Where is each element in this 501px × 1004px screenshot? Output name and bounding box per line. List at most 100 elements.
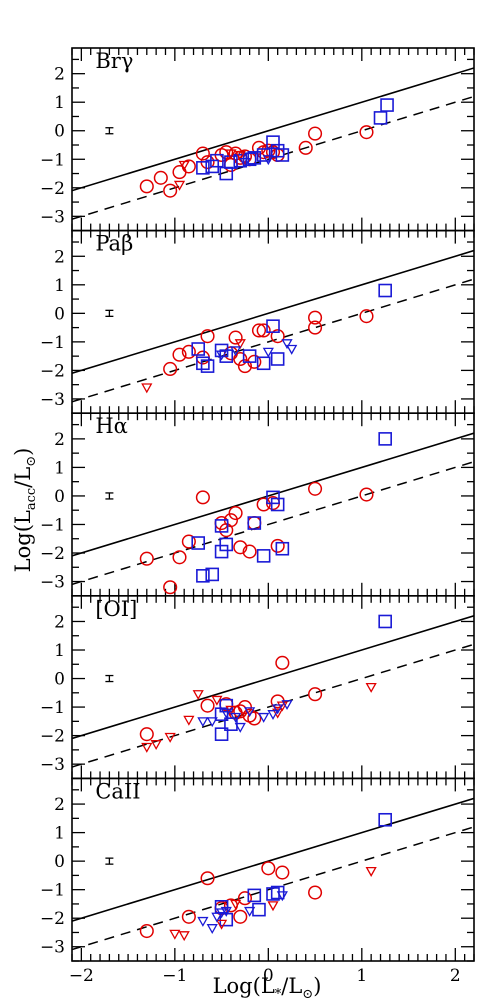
square-point xyxy=(224,155,238,169)
y-tick-label: −2 xyxy=(40,909,65,929)
upper-limit-blue-point xyxy=(211,912,223,923)
y-tick-label: 2 xyxy=(54,795,65,815)
upper-limit-red-point xyxy=(234,339,246,350)
upper-limit-red-point xyxy=(150,740,162,750)
y-tick-label: −1 xyxy=(40,150,65,170)
circle-point xyxy=(139,923,154,939)
circle-point xyxy=(200,871,215,886)
upper-limit-blue-point xyxy=(281,339,293,350)
upper-limit-blue-point xyxy=(267,710,279,721)
y-tick-label: 1 xyxy=(54,458,65,478)
upper-limit-red-point xyxy=(178,931,190,942)
square-point xyxy=(270,497,285,512)
upper-limit-blue-point xyxy=(258,712,270,723)
circle-point xyxy=(163,580,178,595)
upper-limit-blue-point xyxy=(220,708,232,719)
upper-limit-red-point xyxy=(211,695,223,706)
upper-limit-red-point xyxy=(365,866,377,877)
circle-point xyxy=(181,534,196,549)
circle-point xyxy=(139,551,154,566)
x-axis-title: Log(L*/L⊙) xyxy=(213,974,322,1002)
circle-point xyxy=(270,538,285,553)
relation-lines xyxy=(72,615,474,768)
y-tick-label: 0 xyxy=(54,304,65,324)
typical-error-bar xyxy=(105,309,114,317)
data-points xyxy=(139,614,392,753)
circle-point xyxy=(247,515,262,531)
upper-limit-blue-point xyxy=(229,712,242,723)
upper-limit-red-point xyxy=(178,160,190,171)
upper-limit-blue-point xyxy=(244,906,256,917)
circle-point xyxy=(298,140,313,155)
panel-frame xyxy=(71,777,475,962)
y-axis-title: Log(Lacc/L⊙) xyxy=(11,448,39,573)
upper-limit-red-point xyxy=(173,180,186,191)
upper-limit-blue-point xyxy=(206,924,218,935)
circle-point xyxy=(195,146,210,161)
y-tick-label: −3 xyxy=(40,573,65,593)
square-point xyxy=(252,902,266,917)
square-point xyxy=(196,356,210,371)
square-point xyxy=(196,569,210,583)
x-tick-label: −1 xyxy=(162,966,187,986)
upper-limit-red-point xyxy=(141,383,153,394)
circle-point xyxy=(247,711,262,726)
square-point xyxy=(214,544,229,559)
upper-limit-red-point xyxy=(225,149,237,160)
panel-title: Brγ xyxy=(95,49,133,73)
y-tick-label: −1 xyxy=(40,515,65,535)
upper-limit-red-point xyxy=(229,899,242,910)
panel-title: [OI] xyxy=(95,597,137,621)
circle-point xyxy=(308,320,323,335)
square-point xyxy=(266,490,280,505)
x-tick-label: −2 xyxy=(69,966,94,986)
typical-error-bar xyxy=(105,127,114,135)
circle-point xyxy=(308,885,323,900)
y-tick-label: −2 xyxy=(40,544,65,564)
relation-lines xyxy=(72,249,474,403)
circle-point xyxy=(308,310,323,325)
y-tick-label: 2 xyxy=(54,430,65,450)
panel-1: −3 −2 −1 0 1 2 Paβ xyxy=(40,229,475,415)
y-tick-label: −2 xyxy=(40,361,65,381)
upper-limit-blue-point xyxy=(262,347,274,358)
circle-point xyxy=(359,487,374,502)
relation-solid-line xyxy=(72,249,474,375)
y-tick-label: −3 xyxy=(40,755,65,775)
circle-point xyxy=(200,698,215,713)
circle-point xyxy=(181,909,196,924)
circle-point xyxy=(275,655,290,670)
upper-limit-blue-point xyxy=(220,906,232,917)
upper-limit-blue-point xyxy=(234,722,246,733)
circle-point xyxy=(251,323,267,338)
panel-frame xyxy=(71,47,475,232)
y-tick-label: 2 xyxy=(54,612,65,632)
circle-point xyxy=(237,891,253,906)
panel-3: −3 −2 −1 0 1 2 [OI] xyxy=(40,594,475,780)
x-tick-label: 1 xyxy=(356,966,367,986)
square-point xyxy=(219,698,234,713)
square-point xyxy=(200,359,215,373)
upper-limit-blue-point xyxy=(206,717,218,728)
circle-point xyxy=(181,344,196,359)
upper-limit-red-point xyxy=(141,742,153,753)
panel-title: CaII xyxy=(95,779,140,803)
relation-dashed-line xyxy=(72,460,474,586)
circle-point xyxy=(270,329,285,344)
circle-point xyxy=(172,550,187,565)
upper-limit-blue-point xyxy=(229,346,242,357)
circle-point xyxy=(256,323,271,338)
relation-lines xyxy=(72,797,474,951)
square-point xyxy=(378,283,392,298)
y-tick-label: −3 xyxy=(40,390,65,410)
upper-limit-blue-point xyxy=(215,350,228,361)
panel-frame xyxy=(71,229,475,415)
typical-error-bar xyxy=(105,674,114,683)
upper-limit-blue-point xyxy=(272,704,284,715)
y-tick-label: 1 xyxy=(54,824,65,844)
upper-limit-red-point xyxy=(267,901,279,912)
square-point xyxy=(270,352,285,366)
panel-0: −3 −2 −1 0 1 2 Brγ xyxy=(40,47,475,232)
data-points xyxy=(141,283,392,394)
square-point xyxy=(191,342,206,356)
